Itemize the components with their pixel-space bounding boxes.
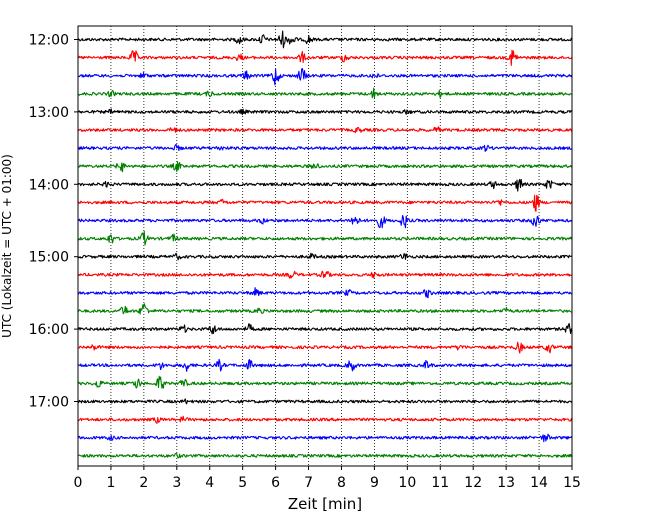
x-axis-ticks: 0 1 2 3 4 5 6 7 8 9 10 11 12 13 14 15: [74, 466, 581, 491]
trace-1545: [77, 303, 573, 315]
trace-1700: [77, 398, 573, 405]
y-tick-label: 15:00: [29, 250, 69, 266]
y-tick-label: 17:00: [29, 395, 69, 411]
seismic-traces: [77, 30, 573, 459]
x-tick-label-12: 12: [464, 475, 482, 491]
trace-1730: [77, 433, 573, 443]
trace-1745: [77, 452, 573, 459]
trace-1315: [77, 126, 573, 134]
trace-1400: [77, 178, 573, 192]
x-tick-label-14: 14: [530, 475, 548, 491]
x-tick-label-5: 5: [238, 475, 247, 491]
y-tick-label: 14:00: [29, 177, 69, 193]
x-tick-label-2: 2: [139, 475, 148, 491]
plot-frame: [77, 25, 573, 467]
x-tick-label-1: 1: [106, 475, 115, 491]
trace-1530: [77, 287, 573, 299]
x-tick-label-6: 6: [271, 475, 280, 491]
trace-1345: [77, 161, 573, 173]
y-tick-label: 12:00: [29, 33, 69, 49]
y-tick-label: 16:00: [29, 322, 69, 338]
vertical-gridlines: [110, 26, 540, 466]
x-tick-label-9: 9: [370, 475, 379, 491]
x-tick-label-15: 15: [563, 475, 581, 491]
x-tick-label-0: 0: [74, 475, 83, 491]
trace-1300: [77, 108, 573, 116]
trace-1445: [77, 230, 573, 246]
trace-1600: [77, 322, 573, 335]
x-tick-label-11: 11: [431, 475, 449, 491]
trace-1645: [77, 375, 573, 389]
y-tick-label: 13:00: [29, 105, 69, 121]
trace-1215: [77, 49, 573, 66]
x-tick-label-13: 13: [497, 475, 515, 491]
trace-1330: [77, 143, 573, 152]
trace-1430: [77, 214, 573, 229]
x-axis-label: Zeit [min]: [288, 495, 362, 513]
trace-1515: [77, 270, 573, 279]
trace-1500: [77, 252, 573, 261]
trace-1415: [77, 194, 573, 212]
x-tick-label-3: 3: [172, 475, 181, 491]
trace-1630: [77, 358, 573, 372]
trace-1245: [77, 87, 573, 99]
trace-1615: [77, 341, 573, 354]
x-tick-label-4: 4: [205, 475, 214, 491]
x-tick-label-10: 10: [398, 475, 416, 491]
y-axis-ticks: 12:00 13:00 14:00 15:00 16:00 17:00: [29, 33, 78, 411]
x-tick-label-7: 7: [304, 475, 313, 491]
y-axis-label: UTC (Lokalzeit = UTC + 01:00): [0, 154, 14, 338]
trace-1200: [77, 30, 573, 49]
trace-1230: [77, 68, 573, 86]
x-tick-label-8: 8: [337, 475, 346, 491]
trace-1715: [77, 415, 573, 424]
